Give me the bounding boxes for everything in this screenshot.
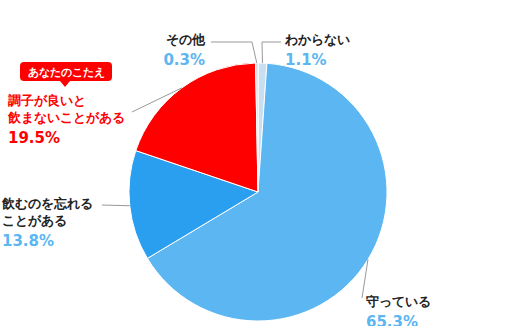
category-label-line: ことがある <box>2 213 67 228</box>
value-label: 19.5% <box>8 129 60 147</box>
category-label-line: 飲まないことがある <box>7 110 125 125</box>
category-label: 守っている <box>366 294 431 309</box>
annotation: あなたのこたえ <box>20 62 112 87</box>
annotation-box <box>20 62 112 81</box>
category-label-line: 飲むのを忘れる <box>1 196 93 211</box>
category-label-line: その他 <box>166 32 206 47</box>
annotation-pointer <box>60 81 70 87</box>
pie <box>129 63 387 321</box>
category-label: わからない <box>284 32 350 47</box>
category-label: 飲むのを忘れることがある <box>1 196 93 228</box>
chart: わからない 1.1% 守っている 65.3% 飲むのを忘れることがある 13.8% 調子が良… <box>0 0 515 326</box>
value-label: 1.1% <box>285 51 327 69</box>
annotation-text: あなたのこたえ <box>28 66 105 79</box>
leader-line <box>362 259 368 298</box>
category-label: 調子が良いと飲まないことがある <box>7 93 125 125</box>
value-label: 0.3% <box>163 51 205 69</box>
pie-slice <box>136 63 258 192</box>
pie-slice <box>256 63 258 192</box>
value-label: 65.3% <box>366 313 418 326</box>
category-label-line: わからない <box>284 32 350 47</box>
leader-line <box>102 205 130 207</box>
leader-line <box>211 42 257 63</box>
leader-line <box>262 42 281 63</box>
value-label: 13.8% <box>2 232 54 250</box>
category-label-line: 調子が良いと <box>8 93 86 108</box>
leader-line <box>132 88 182 112</box>
category-label-line: 守っている <box>366 294 431 309</box>
category-label: その他 <box>166 32 206 47</box>
